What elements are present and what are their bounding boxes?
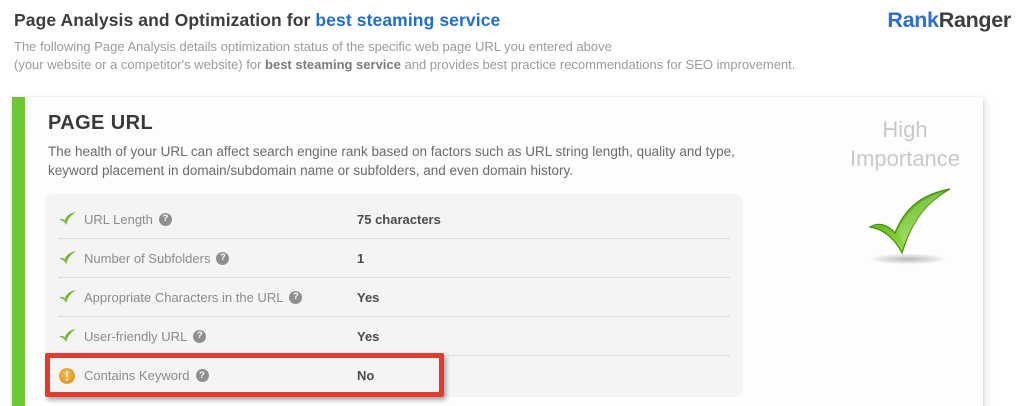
page-url-card: PAGE URL The health of your URL can affe… — [12, 97, 983, 406]
metric-label: Appropriate Characters in the URL — [84, 289, 284, 305]
help-icon[interactable]: ? — [289, 290, 303, 304]
metric-row-user-friendly: User-friendly URL ? Yes — [59, 317, 729, 356]
help-icon[interactable]: ? — [158, 212, 172, 226]
help-icon[interactable]: ? — [195, 369, 209, 382]
check-icon — [59, 250, 76, 266]
metric-value: Yes — [357, 328, 380, 344]
logo-rank: Rank — [887, 8, 939, 32]
card-accent-bar — [12, 97, 25, 406]
page-title-prefix: Page Analysis and Optimization for — [14, 10, 316, 30]
check-icon — [59, 211, 76, 227]
section-description: The health of your URL can affect search… — [48, 144, 735, 178]
section-title: PAGE URL — [48, 112, 154, 134]
big-check-icon — [868, 188, 951, 265]
page-title-keyword: best steaming service — [315, 10, 501, 30]
page-subtitle-line2: (your website or a competitor's website)… — [14, 56, 796, 72]
help-icon[interactable]: ? — [216, 251, 230, 265]
metric-value: 75 characters — [357, 211, 441, 227]
subtitle-keyword: best steaming service — [265, 56, 401, 72]
metric-value: 1 — [357, 250, 365, 266]
metric-row-subfolders: Number of Subfolders ? 1 — [59, 239, 729, 278]
logo-ranger: Ranger — [938, 8, 1012, 32]
metric-label: Number of Subfolders — [84, 250, 211, 266]
page-title: Page Analysis and Optimization for best … — [14, 10, 500, 31]
metric-row-appropriate-characters: Appropriate Characters in the URL ? Yes — [59, 278, 729, 317]
page-subtitle: The following Page Analysis details opti… — [14, 38, 795, 73]
metric-value: No — [357, 368, 375, 383]
warning-icon — [59, 368, 76, 384]
metric-label: Contains Keyword — [84, 368, 190, 383]
metric-value: Yes — [357, 289, 380, 305]
rankranger-logo: RankRanger — [887, 8, 1011, 33]
help-icon[interactable]: ? — [193, 329, 207, 343]
metrics-panel: URL Length ? 75 characters Number of Sub… — [45, 194, 743, 397]
metric-row-url-length: URL Length ? 75 characters — [59, 200, 729, 239]
check-icon — [59, 328, 76, 344]
metric-label: URL Length — [84, 211, 153, 227]
page-subtitle-line1: The following Page Analysis details opti… — [14, 39, 612, 54]
metric-label: User-friendly URL — [84, 328, 188, 344]
importance-label: High Importance — [849, 117, 961, 171]
check-icon — [59, 289, 76, 305]
metric-row-contains-keyword: Contains Keyword ? No — [59, 356, 729, 395]
